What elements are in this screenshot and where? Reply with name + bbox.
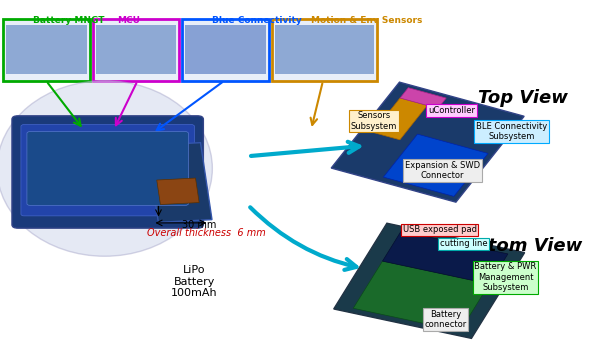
Text: uController: uController (428, 106, 475, 115)
Polygon shape (334, 223, 524, 338)
Bar (272, 19, 377, 81)
Text: cutting line: cutting line (440, 239, 487, 249)
Polygon shape (353, 261, 489, 331)
Bar (93, 19, 179, 81)
Polygon shape (383, 134, 488, 196)
Text: Sensors
Subsystem: Sensors Subsystem (350, 111, 397, 131)
Text: Battery MNGT: Battery MNGT (33, 16, 104, 25)
Polygon shape (382, 231, 508, 284)
Text: Battery & PWR
Management
Subsystem: Battery & PWR Management Subsystem (475, 263, 536, 292)
Bar (3, 19, 90, 81)
Ellipse shape (0, 81, 212, 256)
Bar (182, 19, 269, 81)
FancyBboxPatch shape (27, 132, 188, 205)
Text: BLE Connectivity
Subsystem: BLE Connectivity Subsystem (476, 122, 547, 141)
Polygon shape (400, 88, 446, 108)
Text: 24 mm: 24 mm (143, 167, 149, 191)
Text: LiPo
Battery
100mAh: LiPo Battery 100mAh (171, 265, 218, 298)
Text: Blue Connectivity: Blue Connectivity (212, 16, 302, 25)
Bar (96, 25, 176, 74)
Bar (6, 25, 87, 74)
Text: USB exposed pad: USB exposed pad (403, 225, 476, 234)
Text: MCU: MCU (116, 16, 140, 25)
Text: Bottom View: Bottom View (453, 237, 582, 255)
Bar (185, 25, 266, 74)
Text: Motion & Env Sensors: Motion & Env Sensors (311, 16, 422, 25)
Text: Battery
connector: Battery connector (424, 310, 467, 329)
FancyBboxPatch shape (12, 116, 203, 228)
Text: Top View: Top View (478, 89, 568, 107)
Polygon shape (147, 143, 212, 223)
Text: Overall thickness  6 mm: Overall thickness 6 mm (146, 229, 265, 238)
Text: 30 mm: 30 mm (182, 220, 217, 230)
FancyBboxPatch shape (21, 125, 194, 216)
Text: Expansion & SWD
Connector: Expansion & SWD Connector (405, 160, 480, 180)
Polygon shape (373, 98, 427, 140)
Bar (275, 25, 374, 74)
Polygon shape (157, 178, 199, 205)
Polygon shape (331, 82, 524, 202)
